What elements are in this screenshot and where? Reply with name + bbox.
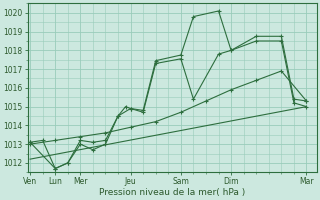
X-axis label: Pression niveau de la mer( hPa ): Pression niveau de la mer( hPa ) bbox=[99, 188, 245, 197]
